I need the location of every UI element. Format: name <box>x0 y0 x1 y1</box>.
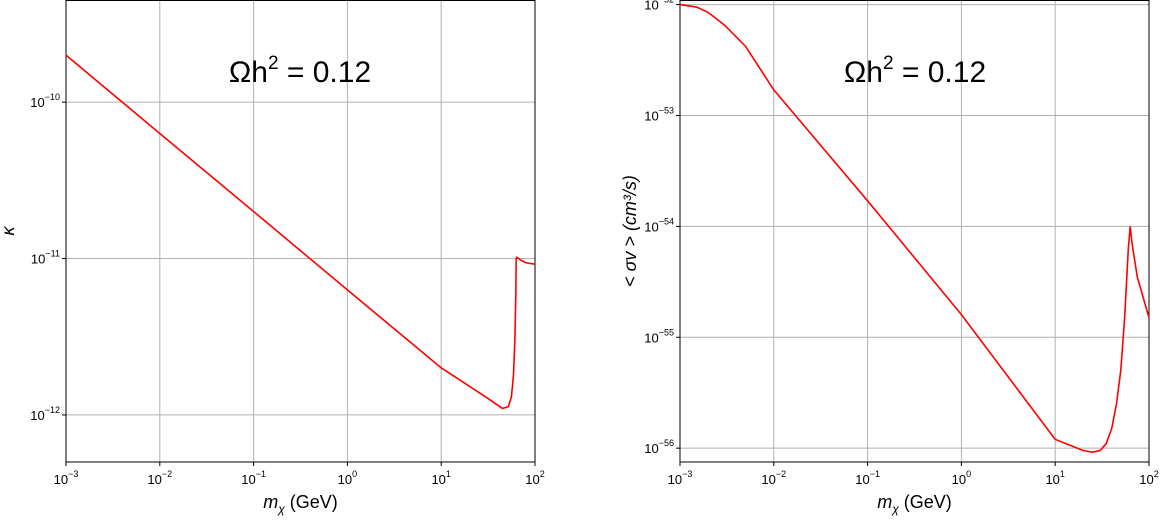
x-tick-label: 102 <box>1139 469 1158 487</box>
right-panel-sigma-v: 10−3 10−2 10−1 100 101 102 10−52 10−53 10−54 10−5… <box>620 0 1159 516</box>
x-axis-label: mχ (GeV) <box>877 492 952 516</box>
left-panel-kappa: 10−3 10−2 10−1 100 101 102 10−10 10−11 10−12 Ωh2 … <box>0 0 545 516</box>
x-tick-label: 10−3 <box>668 469 693 487</box>
y-axis-label: κ <box>0 226 18 236</box>
relic-density-annotation: Ωh2 = 0.12 <box>844 53 986 89</box>
series-line <box>679 3 1150 453</box>
y-tick-label: 10−56 <box>644 438 674 456</box>
x-tick-label: 102 <box>525 469 544 487</box>
x-tick-label: 10−2 <box>147 469 172 487</box>
y-tick-label: 10−55 <box>644 327 674 345</box>
x-tick-label: 10−1 <box>241 469 266 487</box>
y-axis-label: < σv > (cm³/s) <box>620 175 640 287</box>
y-tick-label: 10−53 <box>644 105 674 123</box>
plot-frame <box>679 0 1150 463</box>
x-tick-label: 100 <box>338 469 357 487</box>
plot-frame <box>65 0 536 463</box>
x-tick-label: 10−1 <box>855 469 880 487</box>
y-tick-label: 10−12 <box>30 405 60 423</box>
y-tick-label: 10−54 <box>644 216 674 234</box>
x-tick-label: 10−3 <box>54 469 79 487</box>
y-tick-label: 10−52 <box>644 0 674 13</box>
x-tick-label: 100 <box>952 469 971 487</box>
x-axis-label: mχ (GeV) <box>263 492 338 516</box>
y-tick-label: 10−11 <box>31 249 60 267</box>
x-tick-label: 10−2 <box>761 469 786 487</box>
series-line <box>65 54 536 410</box>
relic-density-annotation: Ωh2 = 0.12 <box>229 53 371 89</box>
y-tick-label: 10−10 <box>30 92 60 110</box>
x-tick-label: 101 <box>431 469 450 487</box>
x-tick-label: 101 <box>1045 469 1064 487</box>
